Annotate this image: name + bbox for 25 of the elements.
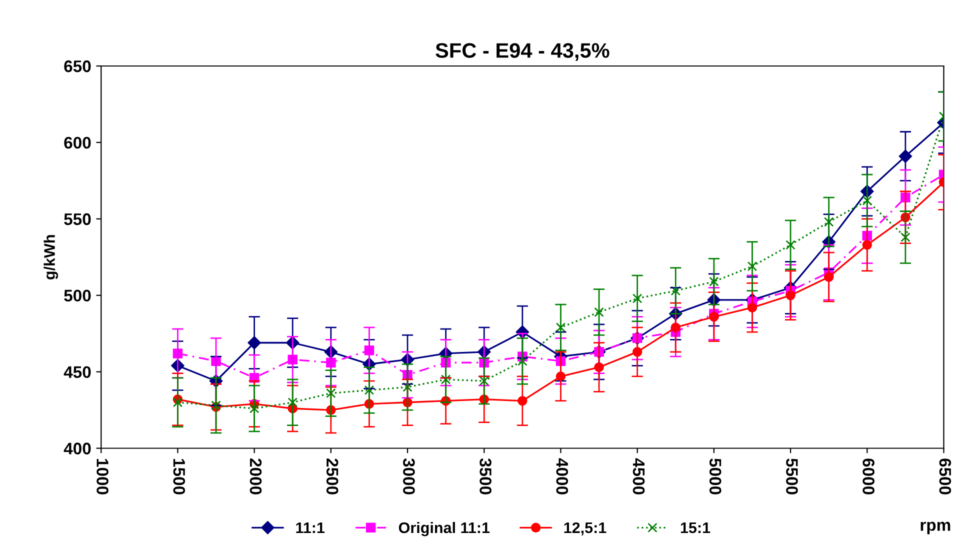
y-axis-title: g/kWh <box>44 235 58 280</box>
x-axis-title: rpm <box>920 522 950 534</box>
x-tick-label: 1000 <box>96 459 108 494</box>
x-tick-label: 3500 <box>480 458 492 494</box>
x-tick-label: 5000 <box>709 458 722 494</box>
y-tick-label: 500 <box>64 290 91 302</box>
legend-label: 12,5:1 <box>564 522 606 536</box>
x-tick-label: 4500 <box>632 458 645 494</box>
y-tick-label: 600 <box>64 136 91 149</box>
legend-label: 15:1 <box>680 522 710 534</box>
legend-label: 11:1 <box>296 522 325 534</box>
x-tick-label: 5500 <box>786 458 798 494</box>
y-tick-label: 450 <box>64 366 91 378</box>
x-tick-label: 1500 <box>173 459 186 494</box>
x-tick-label: 6500 <box>939 458 952 494</box>
y-tick-label: 550 <box>64 213 91 226</box>
x-tick-label: 6000 <box>862 458 874 494</box>
x-tick-label: 2000 <box>250 458 262 494</box>
x-tick-label: 3000 <box>403 458 415 494</box>
x-tick-label: 4000 <box>556 458 568 494</box>
legend-label: Original 11:1 <box>398 522 490 536</box>
y-tick-label: 650 <box>64 60 91 72</box>
chart-title: SFC - E94 - 43,5% <box>436 43 610 61</box>
x-tick-label: 2500 <box>326 458 338 494</box>
y-tick-label: 400 <box>64 442 91 454</box>
